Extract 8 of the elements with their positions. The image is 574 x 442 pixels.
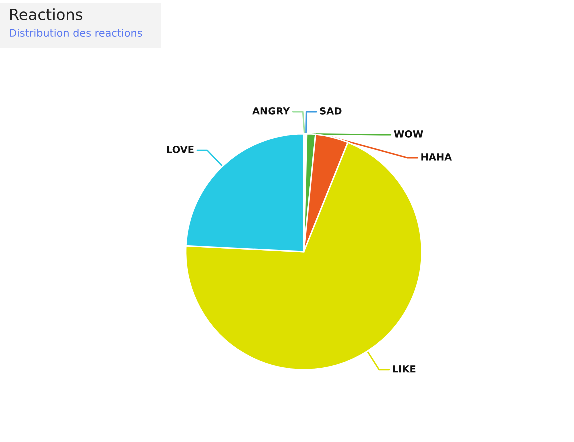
slice-label: WOW [394, 130, 424, 138]
text: Distribution des reactions [10, 28, 142, 38]
slice-label: ANGRY [252, 107, 290, 115]
slice-label: LOVE [167, 146, 194, 154]
slice-label: SAD [320, 107, 342, 115]
slice-label: HAHA [422, 154, 452, 161]
slice-label: LIKE [393, 366, 416, 373]
chart-title: Reactions [10, 8, 83, 20]
